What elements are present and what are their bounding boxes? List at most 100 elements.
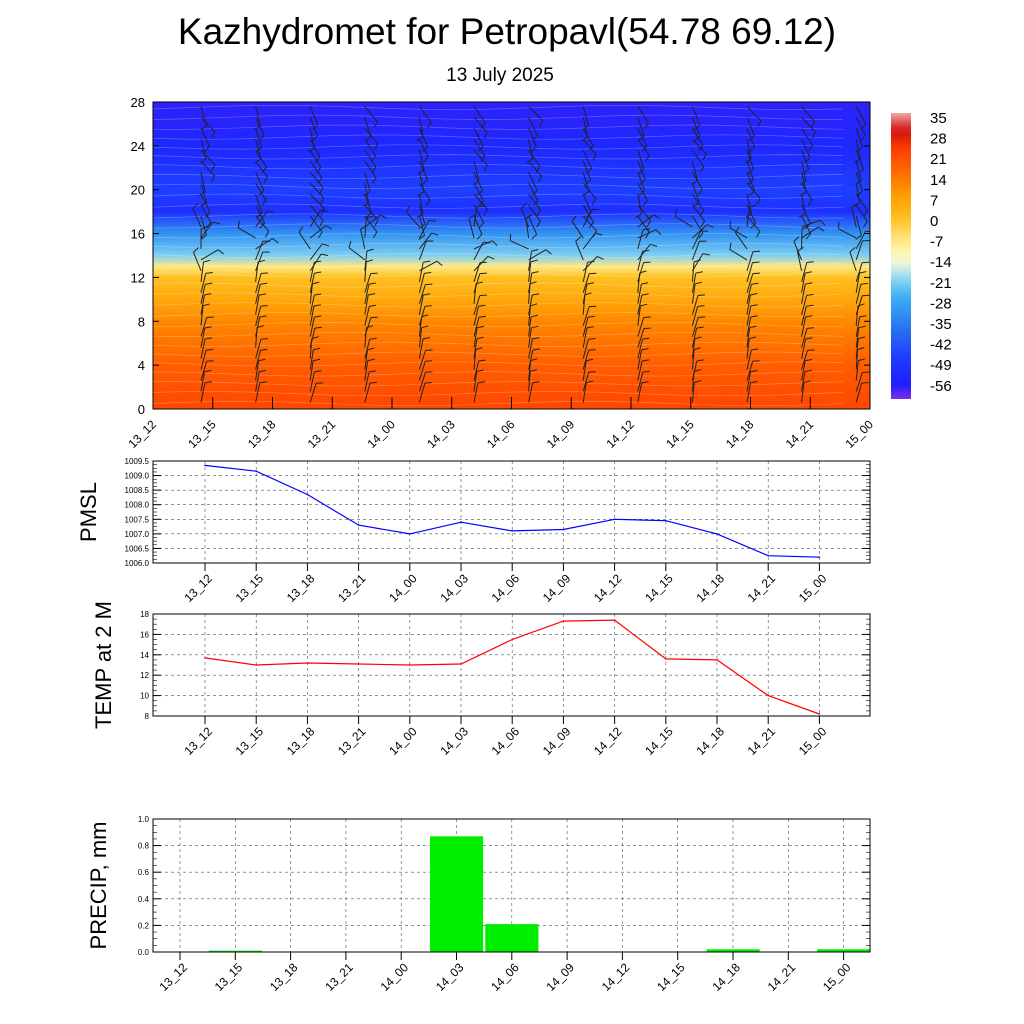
y-tick-label: 28 [131,95,145,110]
wind-barb [200,128,211,152]
data-point [511,530,513,532]
x-tick-label: 14_06 [484,417,518,451]
wind-barb [255,282,268,304]
colorbar-label: -14 [930,254,952,271]
wind-barb [528,259,538,282]
data-point [511,638,513,641]
wind-barb [528,193,542,217]
wind-barb [418,215,425,240]
wind-barb [855,336,866,359]
y-tick-label: 0.0 [138,948,150,957]
wind-barb [801,117,816,139]
wind-barb [198,172,206,197]
contour-line [153,331,844,337]
wind-barb [255,128,263,153]
wind-barb [637,182,648,207]
wind-barb [528,249,539,271]
wind-barb [582,150,592,174]
wind-barb [200,369,212,392]
x-tick-label: 14_12 [603,417,637,451]
wind-barb [801,128,814,151]
wind-barb [254,139,262,164]
wind-barb [472,161,480,186]
wind-barb [255,251,270,272]
wind-barb [582,260,595,282]
wind-barb [418,293,431,315]
wind-barb [528,117,538,141]
wind-barb [362,183,370,207]
y-tick-label: 16 [140,630,149,639]
wind-barb [691,106,701,131]
wind-barb [801,204,811,229]
wind-barb [309,293,322,315]
plot-frame [152,613,871,717]
wind-barb [746,348,759,370]
wind-barb [309,209,328,228]
x-tick-label: 14_00 [386,571,420,605]
wind-barb [528,381,540,403]
x-tick-label: 14_18 [723,417,757,451]
wind-barb [855,193,869,217]
colorbar-label: 21 [930,151,947,168]
wind-barb [255,381,267,403]
wind-barb [582,161,592,185]
wind-barb [309,281,320,304]
x-tick-label: 13_12 [181,724,215,758]
wind-barb [200,106,208,131]
wind-barb [364,215,378,239]
x-tick-label: 14_09 [540,724,574,758]
wind-barb [193,247,202,272]
wind-barb [200,149,216,172]
wind-barb [473,193,488,216]
wind-barb [581,117,589,142]
wind-barb [746,293,758,315]
wind-barb [473,325,485,348]
wind-barb [582,172,590,197]
wind-barb [473,359,486,381]
wind-barb [473,369,484,392]
wind-barb [801,337,813,359]
wind-barb [746,336,757,359]
wind-barb [309,253,329,272]
wind-barb [801,327,815,348]
wind-barb [855,325,866,348]
colorbar-label: 28 [930,131,947,148]
colorbar-label: -56 [930,378,952,395]
y-tick-label: 0.6 [138,868,150,877]
wind-barb [746,250,760,271]
wind-barb [200,215,207,240]
y-tick-label: 1008.5 [125,486,150,495]
wind-barb [746,128,756,152]
data-point [306,493,309,496]
data-point [613,518,616,521]
wind-barb [528,249,552,261]
wind-barb [674,209,693,228]
wind-barb [691,149,705,173]
wind-barb [637,381,649,403]
wind-barb [528,204,541,228]
wind-barb [255,272,269,293]
wind-barb [418,240,434,261]
x-tick-label: 15_00 [842,417,876,451]
wind-barb [418,150,425,175]
wind-barb [255,215,270,238]
wind-barb [309,243,330,261]
precip-bar [485,924,539,952]
x-tick-label: 13_12 [125,417,159,451]
plot-frame [152,460,871,564]
wind-barb [192,203,202,228]
wind-barb [309,149,322,174]
x-tick-label: 13_18 [245,417,279,451]
wind-barb [200,259,211,282]
colorbar-label: -21 [930,275,952,292]
wind-barb [637,172,646,196]
y-tick-label: 10 [140,692,149,701]
x-tick-label: 14_21 [745,571,779,605]
wind-barb [637,138,650,162]
wind-barb [582,193,592,218]
data-point [204,657,206,659]
x-tick-label: 13_21 [335,571,369,605]
precip-panel: 0.0 0.2 0.4 0.6 0.8 1.0 13_12 13_15 13_18 13_21 14… [86,815,871,994]
wind-barb [729,220,748,239]
y-tick-label: 12 [140,671,149,680]
